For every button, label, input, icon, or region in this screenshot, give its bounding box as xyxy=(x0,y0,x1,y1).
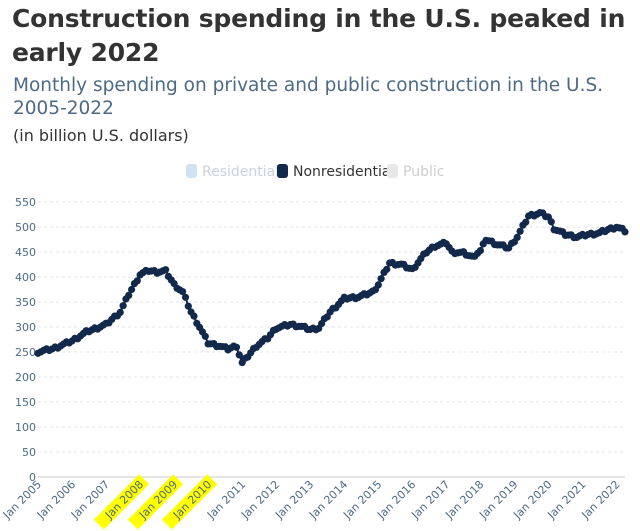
legend-label-nonresidential[interactable]: Nonresidential xyxy=(293,164,394,180)
x-tick-highlight xyxy=(161,474,218,530)
y-axis: 0 50 100 150 200 250 300 350 400 450 500 550 xyxy=(15,196,36,484)
data-point[interactable] xyxy=(119,302,127,310)
data-point[interactable] xyxy=(547,218,555,226)
data-point[interactable] xyxy=(128,285,136,294)
y-tick-label: 150 xyxy=(15,396,36,409)
data-point[interactable] xyxy=(133,277,141,285)
x-tick-highlight xyxy=(127,474,184,530)
series-nonresidential xyxy=(34,209,629,367)
chart-subtitle: Monthly spending on private and public c… xyxy=(13,75,604,119)
y-tick-label: 200 xyxy=(15,371,36,384)
data-point[interactable] xyxy=(522,218,530,226)
legend-swatch-nonresidential[interactable] xyxy=(277,164,288,178)
data-point[interactable] xyxy=(201,332,209,340)
data-point[interactable] xyxy=(621,228,629,236)
chart-title: Construction spending in the U.S. peaked… xyxy=(12,4,626,67)
legend-swatch-residential[interactable] xyxy=(186,164,197,178)
unit-note: (in billion U.S. dollars) xyxy=(13,126,189,145)
legend: Residential Nonresidential Public xyxy=(186,164,444,180)
y-tick-label: 350 xyxy=(15,296,36,309)
y-tick-label: 450 xyxy=(15,246,36,259)
y-tick-label: 500 xyxy=(15,221,36,234)
series-line xyxy=(37,211,626,365)
data-point[interactable] xyxy=(181,293,190,301)
data-point[interactable] xyxy=(383,265,391,273)
data-point[interactable] xyxy=(374,281,382,289)
y-tick-label: 100 xyxy=(15,421,36,434)
y-tick-label: 50 xyxy=(22,446,36,459)
data-point[interactable] xyxy=(179,288,187,296)
y-tick-label: 400 xyxy=(15,271,36,284)
data-point[interactable] xyxy=(184,302,192,310)
data-point[interactable] xyxy=(513,233,521,241)
y-tick-label: 250 xyxy=(15,346,36,359)
grid-lines xyxy=(38,201,625,478)
y-tick-label: 300 xyxy=(15,321,36,334)
line-chart: Residential Nonresidential Public 0 50 100 15… xyxy=(0,164,629,530)
legend-label-residential[interactable]: Residential xyxy=(202,164,279,180)
data-point[interactable] xyxy=(125,291,133,299)
x-tick-highlights xyxy=(93,474,218,530)
data-point[interactable] xyxy=(162,266,170,274)
data-point[interactable] xyxy=(476,247,484,255)
data-point[interactable] xyxy=(190,312,198,320)
legend-label-public[interactable]: Public xyxy=(403,164,444,180)
data-point[interactable] xyxy=(232,343,241,351)
data-point[interactable] xyxy=(116,308,124,316)
legend-swatch-public[interactable] xyxy=(387,164,398,178)
data-point[interactable] xyxy=(235,351,243,359)
x-tick-highlight xyxy=(93,474,150,530)
y-tick-label: 0 xyxy=(29,471,36,484)
data-point[interactable] xyxy=(377,275,385,283)
data-point[interactable] xyxy=(516,227,524,235)
y-tick-label: 550 xyxy=(15,196,36,209)
